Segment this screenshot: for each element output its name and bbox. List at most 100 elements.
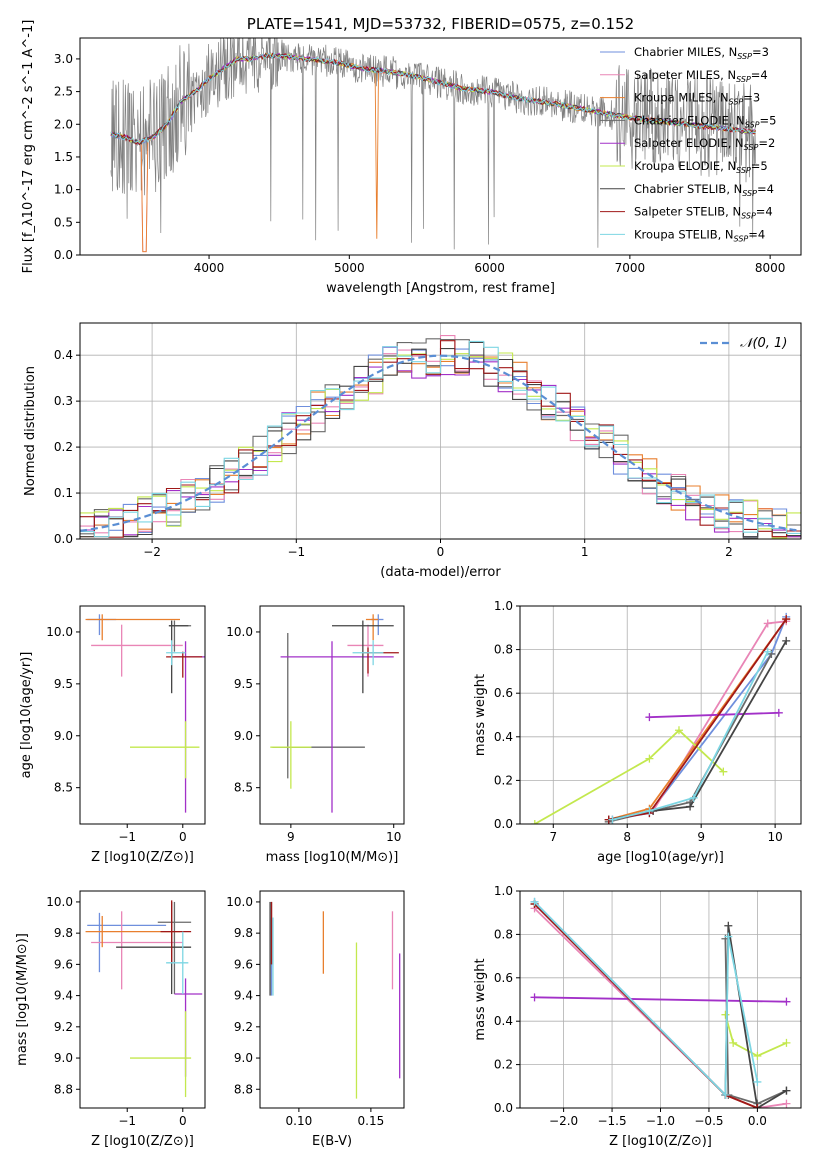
legend-count: =4 (748, 227, 765, 241)
y-axis-label: mass weight (473, 958, 488, 1040)
series-marker (686, 802, 695, 811)
legend-count: =4 (756, 205, 773, 219)
legend-subscript: SSP (744, 143, 759, 152)
axes-frame (79, 605, 206, 825)
legend-model: Chabrier MILES, N (634, 45, 737, 59)
x-tick-label: −1 (287, 545, 305, 559)
y-tick-label: 10.0 (226, 625, 253, 639)
y-tick-label: 9.2 (54, 1020, 73, 1034)
legend-subscript: SSP (745, 120, 760, 129)
plot-area (530, 612, 791, 824)
plot-area (269, 901, 401, 1099)
y-tick-label: 9.2 (234, 1020, 253, 1034)
legend-subscript: SSP (737, 52, 752, 61)
series-marker (724, 932, 733, 941)
y-tick-label: 9.8 (234, 926, 253, 940)
x-tick-label: −1 (118, 830, 136, 844)
x-tick-label: 2 (725, 545, 733, 559)
legend-subscript: SSP (729, 98, 744, 107)
axes-frame (519, 605, 802, 825)
series-marker (774, 708, 783, 717)
y-tick-label: 9.0 (234, 729, 253, 743)
point-kroupa-stelib (166, 640, 186, 666)
series-line (533, 901, 759, 1098)
y-tick-label: 0.1 (54, 486, 73, 500)
legend-subscript: SSP (736, 75, 751, 84)
x-axis-label: wavelength [Angstrom, rest frame] (326, 281, 555, 296)
y-tick-label: 9.6 (54, 957, 73, 971)
x-tick-label: 7000 (615, 261, 646, 275)
y-tick-label: 10.0 (46, 895, 73, 909)
panel-mass-weight-vs-z: −2.0 −1.5 −1.0 −0.5 0.0 0.0 0.2 0.4 0.6 0.8 1.0 Z [… (473, 884, 802, 1149)
x-tick-label: 9 (287, 830, 295, 844)
x-tick-label: 10 (386, 830, 401, 844)
series-marker (530, 820, 539, 824)
point-kroupa-miles (85, 614, 180, 641)
legend-label-kroupa-miles: Kroupa MILES, NSSP=3 (634, 91, 760, 107)
panel-residuals: −2 −1 0 1 2 0.0 0.1 0.2 0.3 0.4 (data-model)/error… (23, 322, 802, 580)
y-tick-label: 0.6 (494, 686, 513, 700)
y-tick-label: 0.3 (54, 394, 73, 408)
point-chabrier-elodie (157, 901, 192, 995)
x-tick-label: 8 (623, 830, 631, 844)
x-axis-label: Z [log10(Z/Z⊙)] (609, 1134, 712, 1149)
y-tick-label: 0.6 (494, 971, 513, 985)
series-marker (782, 1086, 791, 1095)
series-marker (721, 1010, 730, 1019)
y-axis-label: mass [log10(M/M⊙)] (15, 933, 30, 1066)
y-tick-label: 9.0 (234, 1051, 253, 1065)
y-tick-label: 3.0 (54, 52, 73, 66)
y-tick-label: 2.5 (54, 85, 73, 99)
y-tick-label: 0.4 (494, 730, 513, 744)
y-tick-label: 1.0 (494, 884, 513, 898)
series-kroupa-elodie (721, 1010, 791, 1060)
legend-count: =3 (743, 91, 760, 105)
series-kroupa-stelib (608, 647, 772, 824)
legend-model: Kroupa MILES, N (634, 91, 729, 105)
y-tick-label: 0.4 (54, 348, 73, 362)
y-tick-label: 9.8 (54, 926, 73, 940)
series-marker (782, 1099, 791, 1108)
y-tick-label: 10.0 (226, 895, 253, 909)
axes-frame (79, 37, 802, 256)
series-marker (763, 647, 772, 656)
point-chabrier-elodie (272, 632, 365, 779)
y-axis-label: Normed distribution (23, 366, 38, 496)
x-axis-label: E(B-V) (312, 1134, 352, 1149)
legend-count: =3 (752, 45, 769, 59)
y-tick-label: 8.8 (54, 1082, 73, 1096)
legend-label-salpeter-stelib: Salpeter STELIB, NSSP=4 (634, 205, 773, 221)
x-tick-label: 7 (549, 830, 557, 844)
legend-count: =4 (757, 182, 774, 196)
x-tick-label: −2.0 (549, 1114, 578, 1128)
x-tick-label: −2 (143, 545, 161, 559)
x-tick-label: 4000 (194, 261, 225, 275)
series-marker (530, 897, 539, 906)
legend-count: =4 (751, 68, 768, 82)
y-tick-label: 0.2 (494, 1058, 513, 1072)
y-axis-label: Flux [f_λ10^-17 erg cm^-2 s^-1 A^-1] (21, 20, 36, 274)
y-tick-label: 1.0 (54, 183, 73, 197)
y-tick-label: 9.4 (54, 989, 73, 1003)
point-salpeter-elodie (174, 978, 203, 1077)
legend-subscript: SSP (734, 234, 749, 243)
point-kroupa-stelib (352, 640, 384, 666)
x-tick-label: 0 (179, 830, 187, 844)
x-tick-label: −1.5 (597, 1114, 626, 1128)
y-tick-label: 9.4 (234, 989, 253, 1003)
series-marker (782, 615, 791, 624)
series-marker (753, 1077, 762, 1086)
series-marker (753, 1051, 762, 1060)
x-tick-label: 0 (437, 545, 445, 559)
legend-model: Salpeter STELIB, N (634, 205, 741, 219)
y-axis-label: mass weight (473, 674, 488, 756)
legend-label-chabrier-stelib: Chabrier STELIB, NSSP=4 (634, 182, 774, 198)
series-marker (724, 921, 733, 930)
panel-mass-vs-ebv: 0.10 0.15 8.8 9.0 9.2 9.4 9.6 9.8 10.0 E(B-V) (226, 890, 405, 1149)
legend-count: =5 (760, 113, 777, 127)
series-marker (530, 993, 539, 1002)
point-kroupa-miles (365, 614, 379, 641)
plot-area (80, 335, 801, 539)
